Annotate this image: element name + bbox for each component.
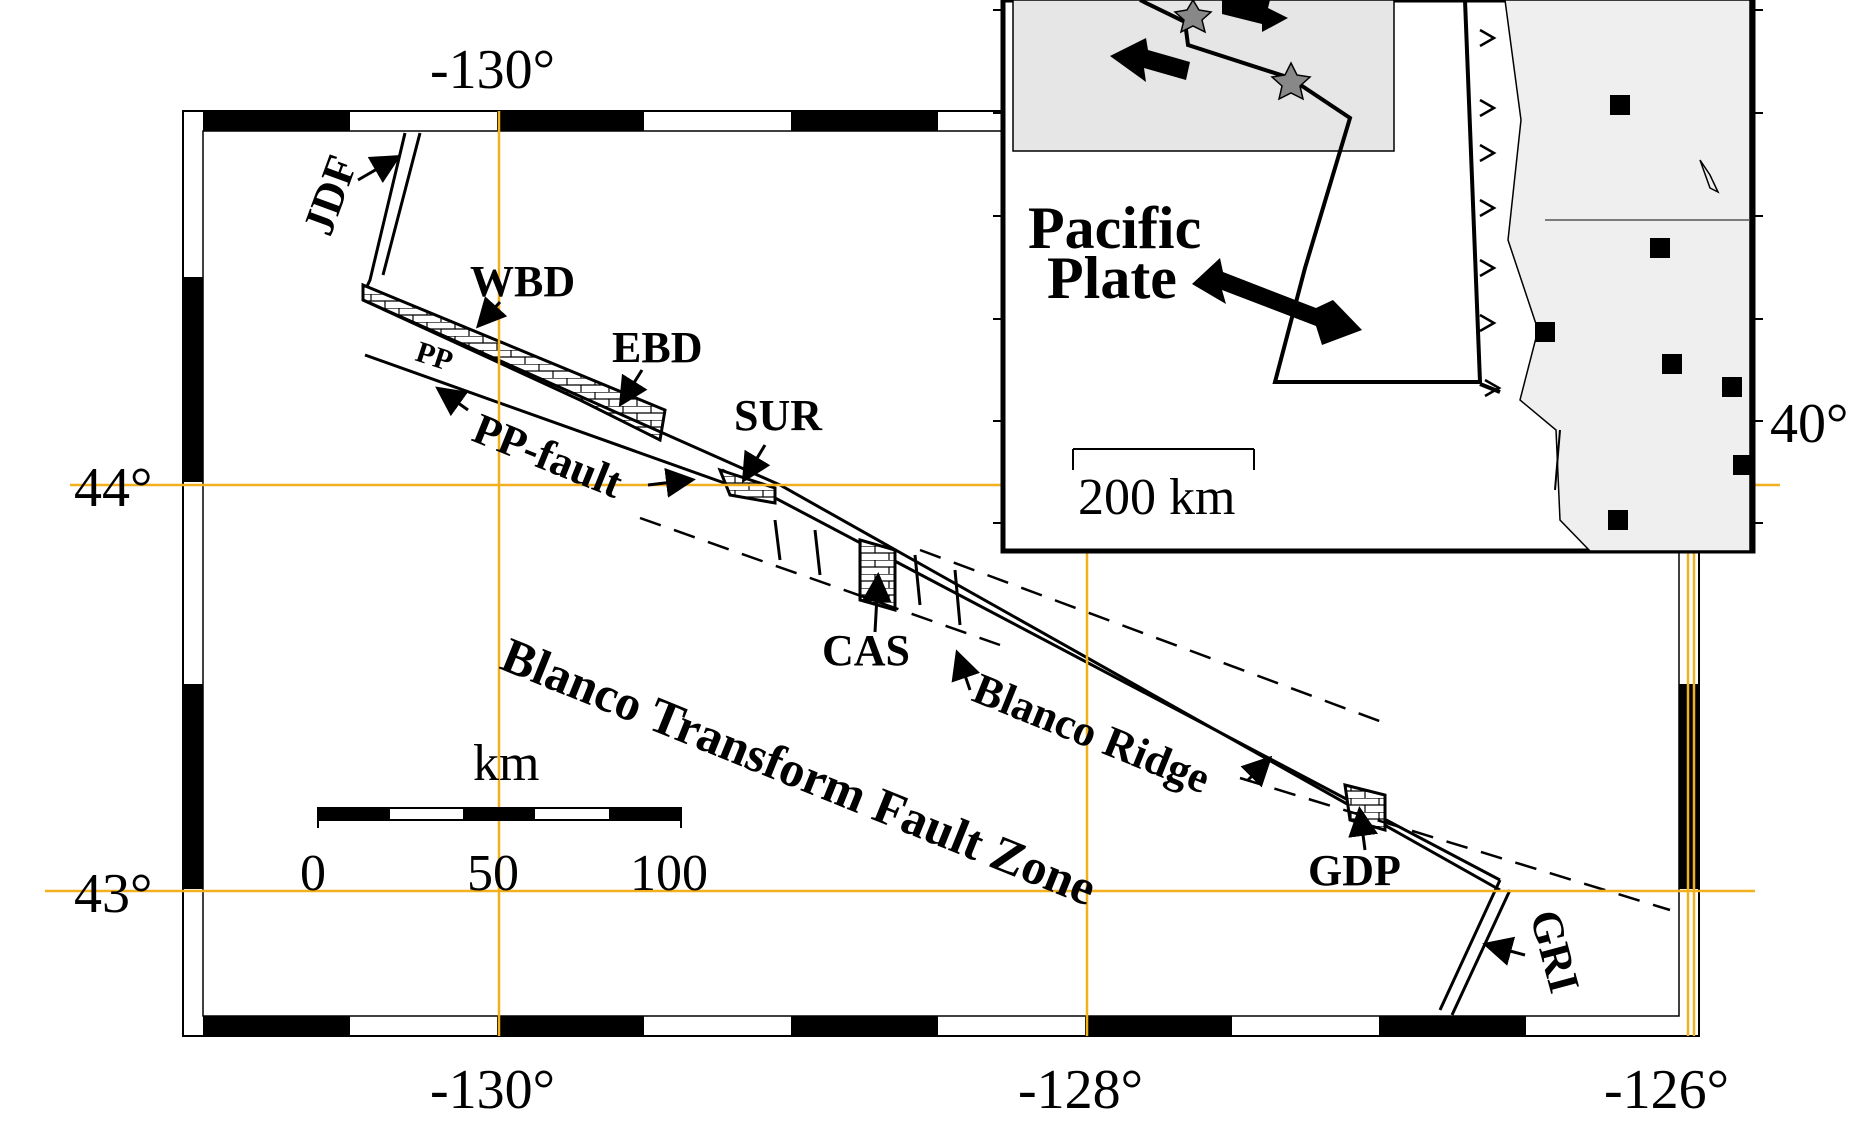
pp-fault bbox=[364, 353, 731, 487]
scale-label-50: 50 bbox=[467, 845, 519, 902]
label-sur: SUR bbox=[734, 391, 823, 440]
label-gri: GRI bbox=[1520, 905, 1589, 998]
main-map-frame bbox=[182, 110, 1700, 1037]
station-squares bbox=[1535, 95, 1753, 530]
earthquake-star-2 bbox=[1270, 61, 1312, 101]
lat-label-44: 44° bbox=[74, 457, 152, 519]
label-ebd: EBD bbox=[612, 323, 702, 372]
label-blanco-zone: Blanco Transform Fault Zone bbox=[494, 626, 1104, 916]
inset-lat-label-40: 40° bbox=[1770, 393, 1848, 455]
lon-label-bottom-130: -130° bbox=[430, 1059, 555, 1121]
lat-label-43: 43° bbox=[74, 863, 152, 925]
inset-study-box bbox=[1012, 0, 1395, 152]
label-cas: CAS bbox=[822, 626, 910, 675]
jdf-ridge bbox=[361, 132, 422, 296]
earthquake-star-1 bbox=[1173, 0, 1213, 34]
inset-pacific-label: Pacific bbox=[1028, 195, 1201, 261]
label-gdp: GDP bbox=[1308, 846, 1401, 895]
scale-unit: km bbox=[473, 735, 539, 792]
gdp-basin bbox=[1343, 783, 1387, 832]
lon-label-bottom-128: -128° bbox=[1018, 1059, 1143, 1121]
gri-ridge-1 bbox=[1438, 879, 1502, 1011]
label-wbd: WBD bbox=[470, 257, 575, 306]
scale-label-100: 100 bbox=[630, 845, 708, 902]
inset-scale-label: 200 km bbox=[1078, 469, 1235, 526]
fault-ticks bbox=[773, 519, 962, 626]
inset-land bbox=[1504, 0, 1751, 552]
subduction-teeth bbox=[1479, 28, 1502, 398]
plate-motion-arrows bbox=[1110, 0, 1362, 345]
inset-scale-bar bbox=[1072, 448, 1255, 470]
scale-bar: km 0 50 100 bbox=[300, 735, 708, 902]
inset-map: Pacific Plate 200 km 40° bbox=[993, 0, 1848, 554]
dashed-faults bbox=[639, 516, 1671, 912]
lon-label-bottom-126: -126° bbox=[1604, 1059, 1729, 1121]
axis-labels: -130° -130° -128° -126° 44° 43° bbox=[74, 39, 1729, 1121]
label-jdf: JDF bbox=[293, 149, 367, 242]
label-blanco-ridge: Blanco Ridge bbox=[966, 664, 1217, 803]
lon-label-top-130: -130° bbox=[430, 39, 555, 101]
inset-plate-label: Plate bbox=[1047, 245, 1177, 311]
gri-ridge-2 bbox=[1450, 889, 1512, 1016]
scale-label-0: 0 bbox=[300, 845, 326, 902]
